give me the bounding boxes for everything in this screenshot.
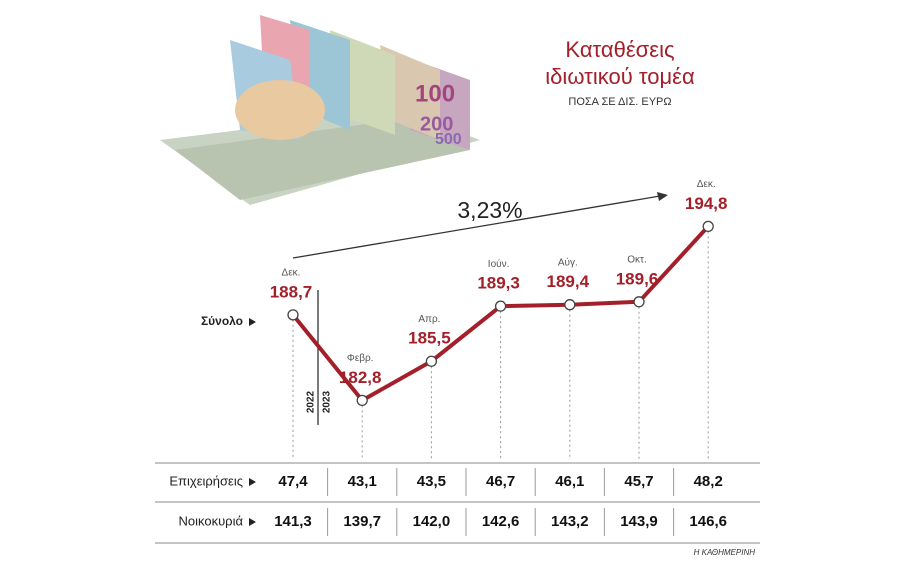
data-point: [356, 394, 368, 407]
value-label: 189,3: [477, 274, 520, 293]
table-cell: 141,3: [274, 513, 312, 530]
subtitle: ΠΟΣΑ ΣΕ ΔΙΣ. ΕΥΡΩ: [568, 96, 671, 108]
value-label: 189,4: [547, 272, 590, 291]
row-label: Επιχειρήσεις: [169, 473, 243, 488]
series-label: Σύνολο: [201, 314, 243, 328]
data-point: [564, 299, 576, 311]
table-cell: 142,6: [482, 513, 520, 530]
period-label: 2022: [306, 390, 317, 413]
row-pointer: [249, 318, 256, 326]
row-pointer: [249, 478, 256, 486]
value-label: 188,7: [270, 282, 313, 301]
table-cell: 45,7: [624, 473, 653, 490]
category-label: Δεκ.: [697, 179, 716, 190]
svg-text:500: 500: [435, 131, 462, 148]
category-label: Ιούν.: [488, 258, 510, 270]
table-cell: 143,9: [620, 513, 658, 530]
period-label: 2023: [322, 390, 333, 413]
table-cell: 139,7: [343, 513, 381, 530]
table-cell: 46,7: [486, 473, 515, 490]
row-pointer: [249, 518, 256, 526]
value-label: 185,5: [408, 329, 451, 348]
data-point: [425, 355, 438, 367]
annotation: 3,23%: [457, 197, 522, 223]
svg-text:100: 100: [415, 80, 455, 107]
table-cell: 43,1: [348, 473, 377, 490]
value-label: 182,8: [339, 368, 382, 387]
banknotes-illustration: 100 200 500: [160, 15, 480, 205]
value-label: 194,8: [685, 194, 728, 213]
data-point: [702, 220, 714, 233]
table-cell: 46,1: [555, 473, 584, 490]
arrow-head: [657, 192, 668, 201]
data-point: [287, 309, 299, 321]
table-cell: 47,4: [278, 473, 308, 490]
category-label: Αύγ.: [558, 256, 578, 268]
category-label: Απρ.: [418, 314, 440, 325]
category-label: Φεβρ.: [347, 353, 374, 364]
table-cell: 142,0: [413, 513, 451, 530]
category-label: Δεκ.: [282, 267, 301, 278]
table-cell: 48,2: [694, 473, 723, 490]
chart-title: Καταθέσεις ιδιωτικού τομέα: [545, 37, 695, 89]
data-point: [494, 300, 507, 312]
source: Η ΚΑΘΗΜΕΡΙΝΗ: [694, 548, 756, 557]
table-cell: 143,2: [551, 513, 589, 530]
row-label: Νοικοκυριά: [179, 513, 244, 528]
table-cell: 146,6: [689, 513, 727, 530]
svg-text:200: 200: [420, 113, 453, 135]
table-cell: 43,5: [417, 473, 446, 490]
data-point: [633, 296, 645, 308]
growth-arrow: [292, 195, 661, 259]
value-label: 189,6: [616, 269, 659, 288]
category-label: Οκτ.: [627, 254, 647, 265]
